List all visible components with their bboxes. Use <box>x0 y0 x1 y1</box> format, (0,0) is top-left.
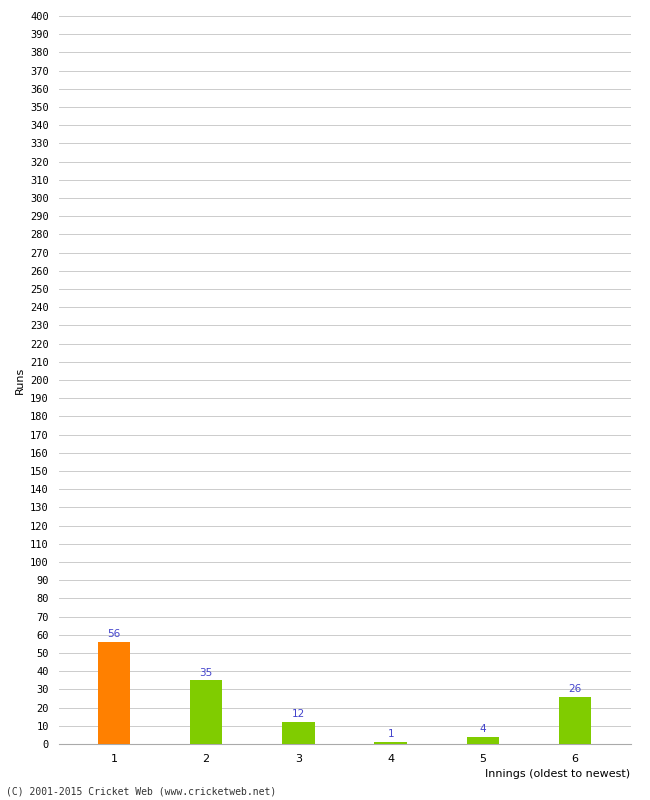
Text: 12: 12 <box>292 710 305 719</box>
X-axis label: Innings (oldest to newest): Innings (oldest to newest) <box>486 770 630 779</box>
Text: (C) 2001-2015 Cricket Web (www.cricketweb.net): (C) 2001-2015 Cricket Web (www.cricketwe… <box>6 786 277 796</box>
Y-axis label: Runs: Runs <box>14 366 25 394</box>
Bar <box>467 737 499 744</box>
Bar <box>98 642 130 744</box>
Bar <box>282 722 315 744</box>
Bar <box>190 680 222 744</box>
Bar <box>374 742 407 744</box>
Text: 35: 35 <box>200 667 213 678</box>
Bar <box>559 697 592 744</box>
Text: 4: 4 <box>480 724 486 734</box>
Text: 56: 56 <box>107 630 120 639</box>
Text: 1: 1 <box>387 730 394 739</box>
Text: 26: 26 <box>569 684 582 694</box>
